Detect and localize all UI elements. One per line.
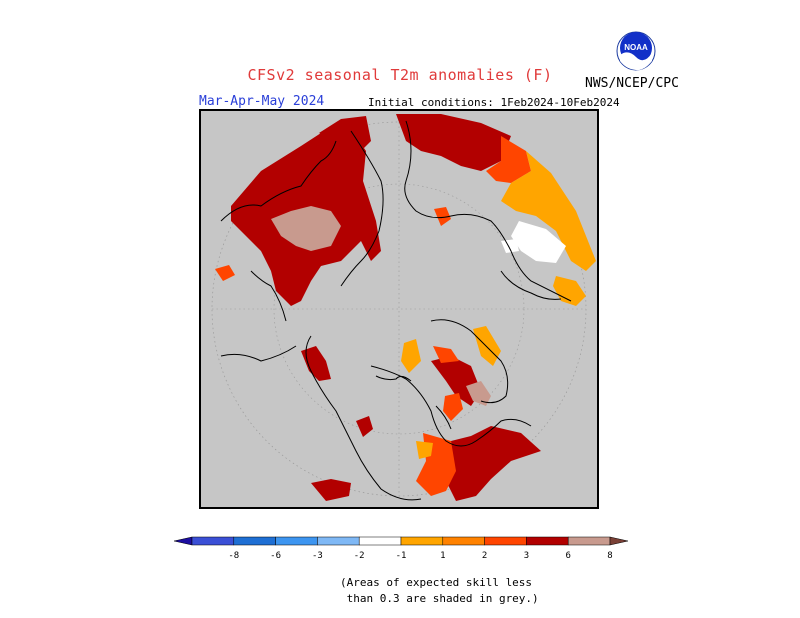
legend-bin [233,536,276,546]
anomaly-2-3-asia [486,136,531,183]
legend-tick-label: 2 [482,551,487,561]
legend-bin [275,536,318,546]
anomaly-3-6-canada [431,356,481,406]
legend-tick-label: -6 [270,551,281,561]
skill-note: (Areas of expected skill less than 0.3 a… [340,576,539,605]
legend-bin [567,536,611,546]
legend-tick-label: -1 [396,551,407,561]
initial-conditions: Initial conditions: 1Feb2024-10Feb2024 [368,96,620,109]
anomaly-2-3-canada [433,346,459,363]
legend-bin [191,536,235,546]
anomaly-2-3-iberia [215,265,235,281]
color-legend: -8 -6 -3 -2 -1 1 2 3 6 8 [173,536,629,570]
legend-bin [400,536,444,546]
anomaly-3-6-west-coast [356,416,373,437]
white-near-normal-asia-2 [501,239,519,253]
legend-bin [526,536,569,546]
anomaly-1-2-pacific [553,276,586,306]
polar-map [199,109,599,509]
legend-tick-label: 8 [607,551,612,561]
anomaly-3-6-alaska [301,346,331,381]
anomaly-2-3-greenland [443,393,463,421]
organization-label: NWS/NCEP/CPC [585,76,679,91]
anomaly-3-6-us [446,426,541,501]
anomaly-2-3-scandinavia [434,207,451,226]
legend-tick-label: -8 [228,551,239,561]
legend-bin [442,536,485,546]
anomaly-3-6-asia [396,114,511,171]
color-legend-bar: -8 -6 -3 -2 -1 1 2 3 6 8 [173,536,629,561]
legend-tick-label: 3 [524,551,529,561]
forecast-period: Mar-Apr-May 2024 [199,94,325,109]
legend-arrow-low [173,536,193,546]
logo-text: NOAA [624,43,648,52]
anomaly-3-6-mexico [311,479,351,501]
legend-tick-label: -2 [354,551,365,561]
anomaly-1-2-canada [473,326,501,366]
anomaly-6-8-canada [466,381,491,406]
map-title: CFSv2 seasonal T2m anomalies (F) [247,66,553,84]
legend-tick-label: 1 [440,551,445,561]
noaa-logo: NOAA [616,31,656,71]
legend-bin [484,536,527,546]
white-near-normal-asia [511,221,566,263]
legend-bin [317,536,360,546]
anomaly-1-2-us [416,441,433,459]
coastlines [220,120,572,501]
legend-arrow-high [609,536,629,546]
legend-tick-label: 6 [565,551,570,561]
anomaly-1-2-asia [501,151,596,271]
anomaly-6-8-europe [271,206,341,251]
anomaly-1-2-hudson [401,339,421,373]
legend-tick-label: -3 [312,551,323,561]
legend-bin [358,536,402,546]
